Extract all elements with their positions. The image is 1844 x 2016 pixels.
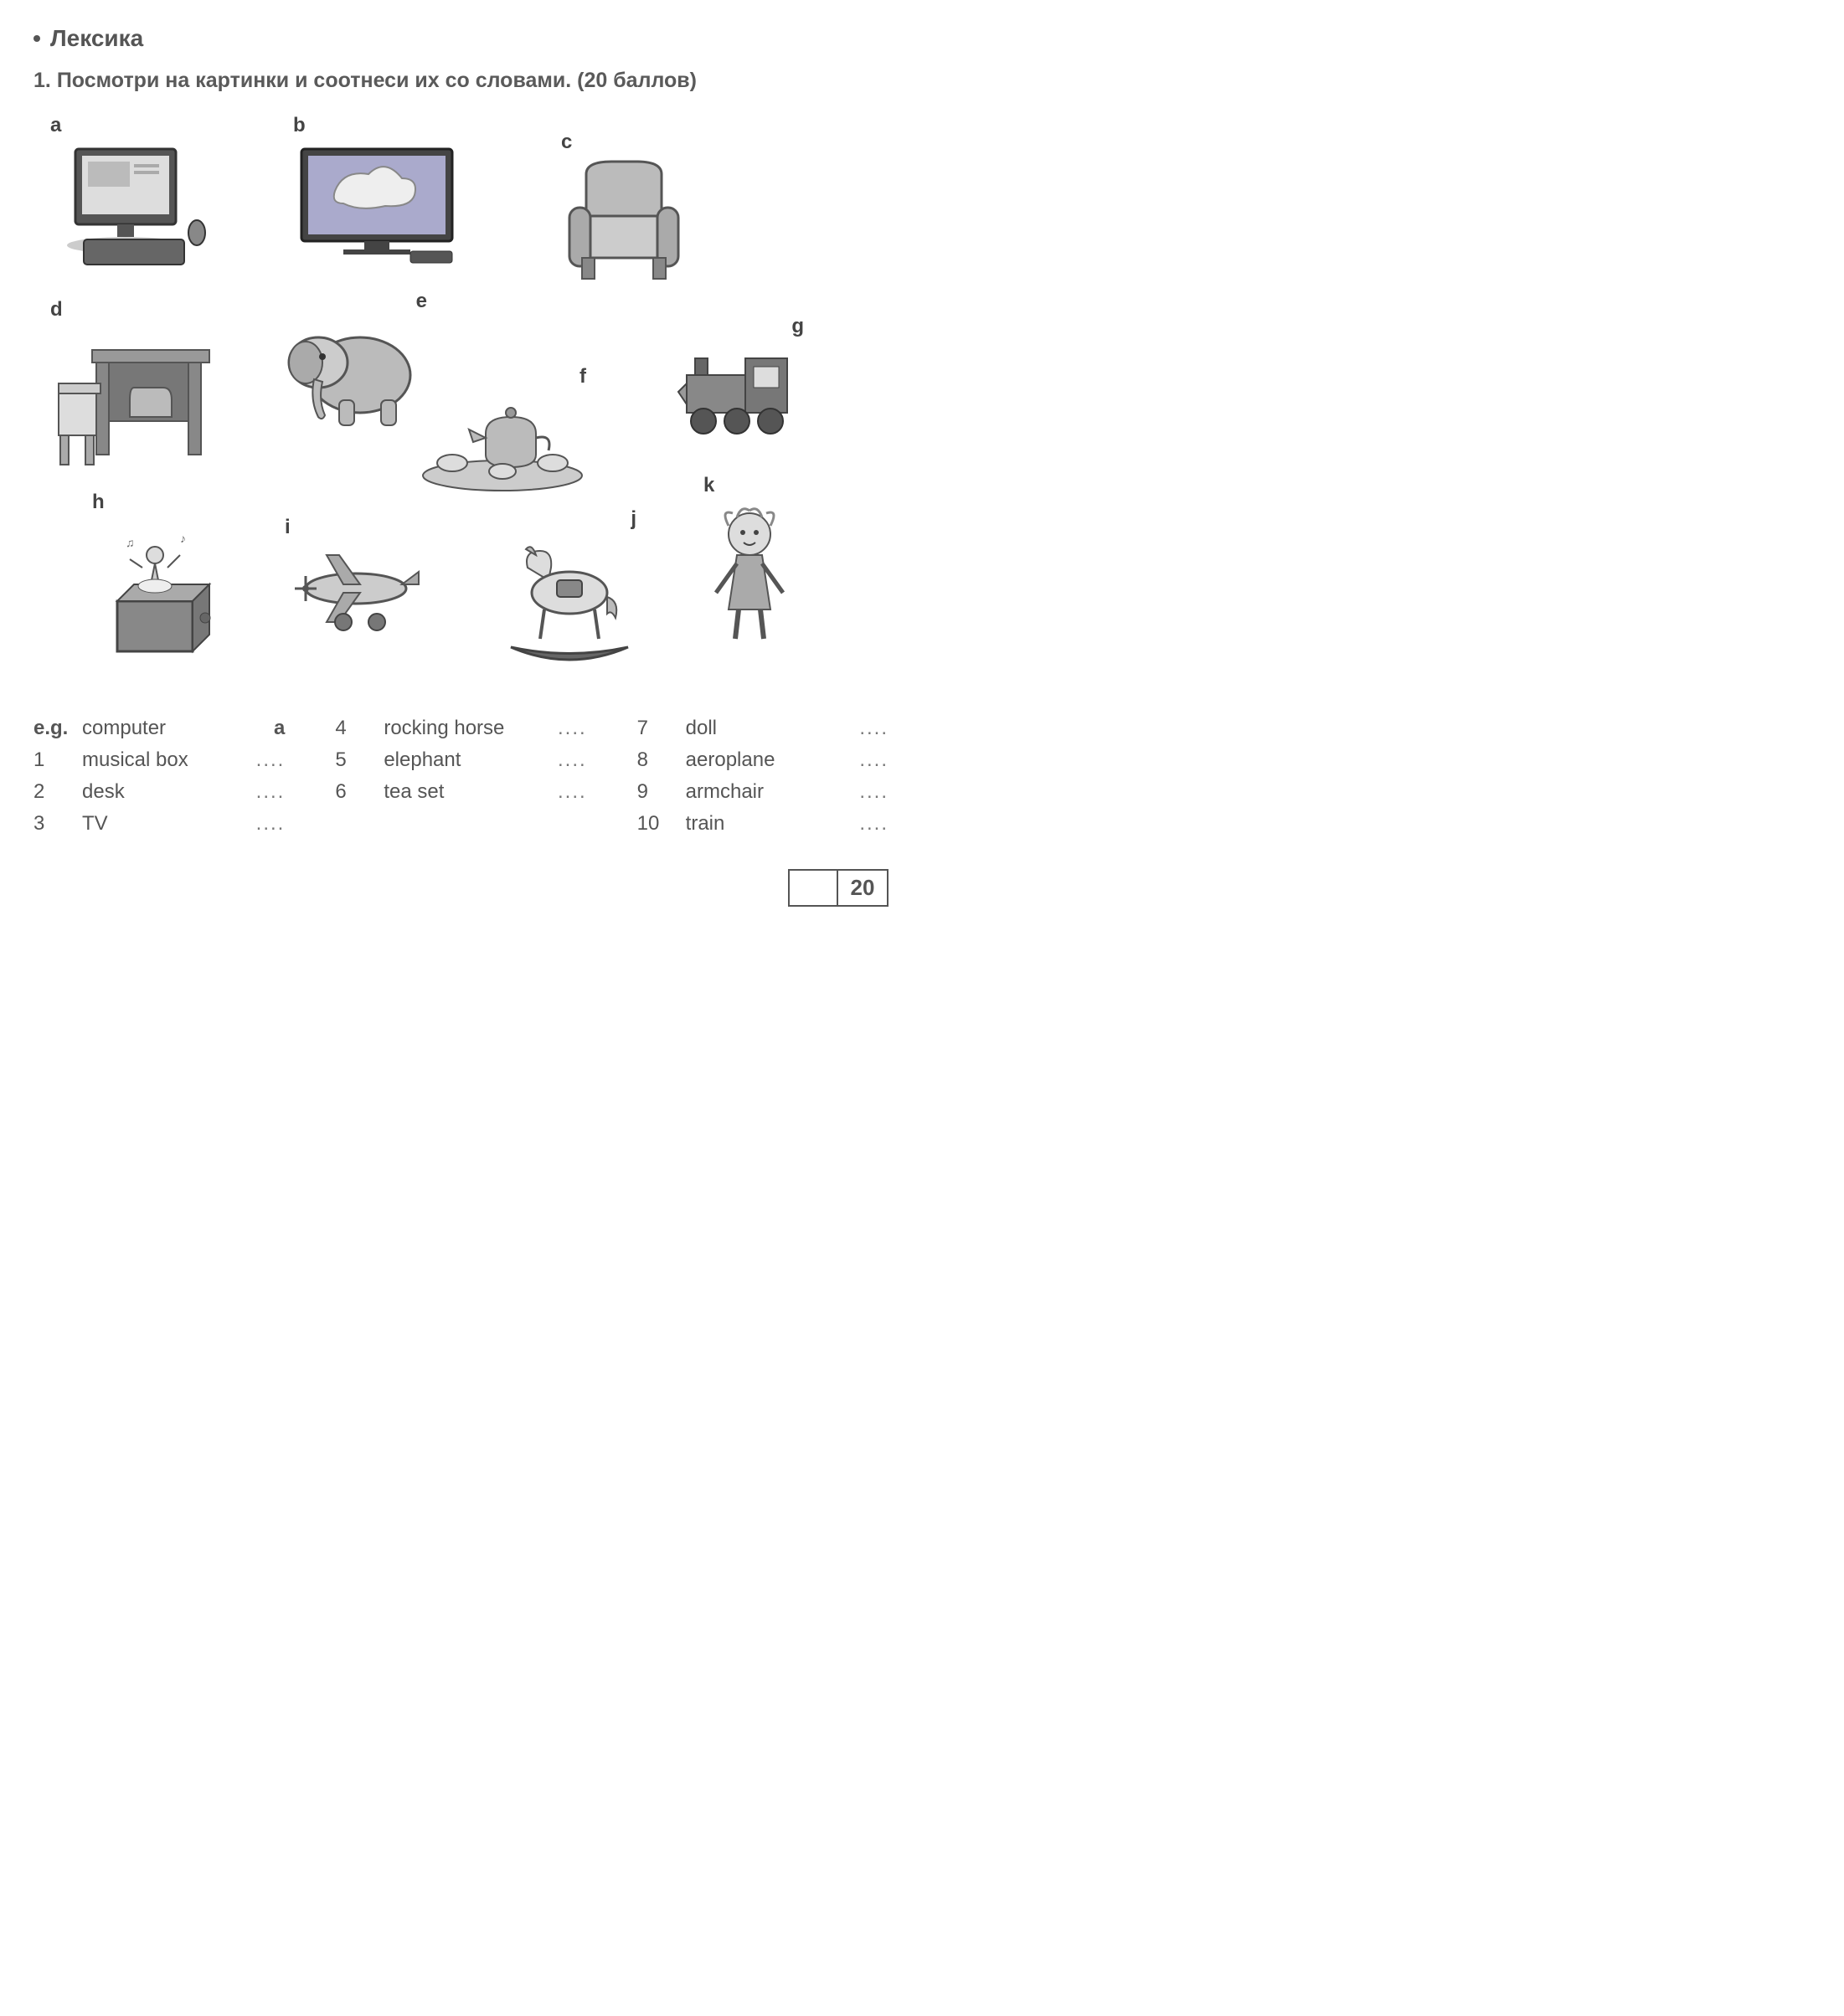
picture-e: e xyxy=(276,290,427,434)
item-word: rocking horse xyxy=(384,717,549,740)
item-word: elephant xyxy=(384,748,549,772)
rockinghorse-icon xyxy=(486,534,636,676)
picture-g: g xyxy=(670,315,804,442)
bullet-icon xyxy=(33,35,40,42)
item-blank[interactable]: .... xyxy=(859,780,889,804)
aeroplane-icon xyxy=(285,543,427,643)
item-row-1: 1 musical box .... xyxy=(33,748,285,772)
score-box: 20 xyxy=(788,869,889,907)
section-header: Лексика xyxy=(33,25,889,52)
picture-f: f xyxy=(419,365,586,492)
item-num: 1 xyxy=(33,748,74,772)
item-row-2: 2 desk .... xyxy=(33,780,285,804)
answers-col-2: 4 rocking horse .... 5 elephant .... 6 t… xyxy=(335,717,586,844)
computer-icon xyxy=(50,141,218,275)
item-word: doll xyxy=(686,717,852,740)
instruction-number: 1. xyxy=(33,69,51,92)
pic-label-f: f xyxy=(579,365,586,388)
picture-k: k xyxy=(703,474,796,651)
example-label: e.g. xyxy=(33,717,74,740)
item-num: 5 xyxy=(335,748,375,772)
item-word: desk xyxy=(82,780,248,804)
pic-label-g: g xyxy=(791,315,804,338)
doll-icon xyxy=(703,501,796,651)
picture-b: b xyxy=(293,114,461,266)
item-num: 8 xyxy=(637,748,677,772)
item-blank[interactable]: .... xyxy=(558,717,587,740)
section-title: Лексика xyxy=(50,25,143,52)
musicbox-icon: ♪ ♫ xyxy=(92,517,218,668)
train-icon xyxy=(670,342,804,442)
item-word: armchair xyxy=(686,780,852,804)
item-word: tea set xyxy=(384,780,549,804)
item-row-5: 5 elephant .... xyxy=(335,748,586,772)
pic-label-h: h xyxy=(92,491,105,514)
item-row-10: 10 train .... xyxy=(637,812,889,836)
item-blank[interactable]: .... xyxy=(256,812,286,836)
desk-icon xyxy=(50,325,218,476)
answers-col-3: 7 doll .... 8 aeroplane .... 9 armchair … xyxy=(637,717,889,844)
pic-label-i: i xyxy=(285,516,291,539)
answers-list: e.g. computer a 1 musical box .... 2 des… xyxy=(33,717,889,844)
item-blank[interactable]: .... xyxy=(256,780,286,804)
item-row-6: 6 tea set .... xyxy=(335,780,586,804)
pic-label-b: b xyxy=(293,114,306,137)
instruction-text: Посмотри на картинки и соотнеси их со сл… xyxy=(57,69,697,92)
item-num: 2 xyxy=(33,780,74,804)
elephant-icon xyxy=(276,316,427,434)
pic-label-k: k xyxy=(703,474,714,497)
picture-h: h ♪ ♫ xyxy=(92,491,218,668)
svg-text:♫: ♫ xyxy=(126,536,135,549)
example-answer: a xyxy=(274,717,285,740)
item-word: musical box xyxy=(82,748,248,772)
example-word: computer xyxy=(82,717,249,740)
item-word: aeroplane xyxy=(686,748,852,772)
pic-label-d: d xyxy=(50,298,63,321)
item-num: 4 xyxy=(335,717,375,740)
picture-i: i xyxy=(285,516,427,643)
item-num: 7 xyxy=(637,717,677,740)
svg-text:♪: ♪ xyxy=(180,532,186,545)
item-word: TV xyxy=(82,812,248,836)
item-word: train xyxy=(686,812,852,836)
item-num: 3 xyxy=(33,812,74,836)
answers-col-1: e.g. computer a 1 musical box .... 2 des… xyxy=(33,717,285,844)
pic-label-j: j xyxy=(631,507,636,531)
pic-label-c: c xyxy=(561,131,572,154)
teaset-icon xyxy=(419,392,586,492)
item-blank[interactable]: .... xyxy=(859,717,889,740)
pictures-area: a b c xyxy=(33,114,889,700)
item-blank[interactable]: .... xyxy=(256,748,286,772)
picture-a: a xyxy=(50,114,218,275)
pic-label-a: a xyxy=(50,114,61,137)
score-max: 20 xyxy=(838,869,889,907)
item-row-4: 4 rocking horse .... xyxy=(335,717,586,740)
tv-icon xyxy=(293,141,461,266)
item-num: 10 xyxy=(637,812,677,836)
item-row-3: 3 TV .... xyxy=(33,812,285,836)
item-blank[interactable]: .... xyxy=(859,812,889,836)
picture-d: d xyxy=(50,298,218,476)
item-row-9: 9 armchair .... xyxy=(637,780,889,804)
item-blank[interactable]: .... xyxy=(558,748,587,772)
pic-label-e: e xyxy=(416,290,427,313)
picture-c: c xyxy=(561,131,687,291)
score-earned[interactable] xyxy=(788,869,838,907)
item-blank[interactable]: .... xyxy=(558,780,587,804)
item-row-8: 8 aeroplane .... xyxy=(637,748,889,772)
item-num: 6 xyxy=(335,780,375,804)
picture-j: j xyxy=(486,507,636,676)
armchair-icon xyxy=(561,157,687,291)
item-num: 9 xyxy=(637,780,677,804)
example-row: e.g. computer a xyxy=(33,717,285,740)
item-blank[interactable]: .... xyxy=(859,748,889,772)
item-row-7: 7 doll .... xyxy=(637,717,889,740)
instruction: 1. Посмотри на картинки и соотнеси их со… xyxy=(33,69,889,93)
